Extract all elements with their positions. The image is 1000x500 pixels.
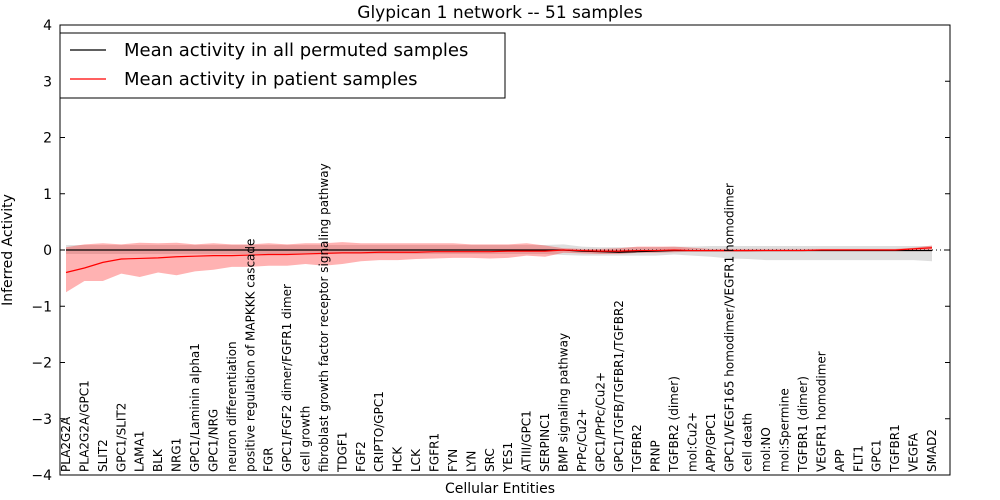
x-category-label: LAMA1 — [133, 431, 147, 472]
x-category-label: FGR — [262, 447, 276, 472]
x-category-label: mol:Spermine — [778, 388, 792, 472]
x-category-label: GPC1 — [870, 439, 884, 472]
x-category-label: GPC1/Laminin alpha1 — [188, 343, 202, 472]
y-tick-label: −3 — [31, 412, 52, 428]
y-tick-label: −2 — [31, 356, 52, 372]
x-category-label: GPC1/NRG — [206, 409, 220, 472]
x-category-label: FLT1 — [851, 445, 865, 472]
x-category-label: TGFBR1 (dimer) — [796, 376, 810, 473]
x-category-label: TGFBR1 — [888, 424, 902, 473]
y-axis-ticks: 4 3 2 1 0 −1 −2 −3 −4 — [31, 18, 950, 484]
x-category-label: GPC1/VEGF165 homodimer/VEGFR1 homodimer — [722, 183, 736, 472]
x-category-label: PLA2G2A — [59, 416, 73, 472]
x-category-label: ATIII/GPC1 — [520, 410, 534, 472]
legend-label-patient: Mean activity in patient samples — [124, 69, 418, 90]
y-tick-label: 2 — [43, 131, 52, 147]
x-category-label: HCK — [391, 446, 405, 472]
x-category-label: SERPINC1 — [538, 413, 552, 472]
x-category-label: PrPc/Cu2+ — [575, 408, 589, 472]
y-axis-title: Inferred Activity — [0, 194, 16, 306]
x-axis-title: Cellular Entities — [445, 481, 555, 497]
x-category-label: TGFBR2 — [630, 424, 644, 473]
legend: Mean activity in all permuted samples Me… — [59, 32, 506, 99]
x-category-label: FYN — [446, 449, 460, 472]
y-tick-label: −4 — [31, 468, 52, 484]
x-category-label: LYN — [464, 451, 478, 472]
x-category-label: positive regulation of MAPKKK cascade — [243, 239, 257, 472]
plot-frame — [59, 24, 951, 476]
x-category-label: cell growth — [299, 406, 313, 472]
series-band-0 — [66, 244, 932, 262]
x-category-label: neuron differentiation — [225, 341, 239, 472]
x-category-label: TDGF1 — [335, 432, 349, 473]
legend-box — [59, 32, 506, 99]
x-category-label: SMAD2 — [925, 429, 939, 472]
x-category-label: SRC — [483, 448, 497, 472]
x-category-label: cell death — [741, 413, 755, 472]
x-category-label: GPC1/PrPc/Cu2+ — [593, 372, 607, 472]
x-category-label: GPC1/SLIT2 — [114, 403, 128, 472]
x-category-label: mol:Cu2+ — [685, 412, 699, 472]
x-category-label: PLA2G2A/GPC1 — [77, 380, 91, 472]
y-tick-label: 4 — [43, 18, 52, 34]
x-category-label: APP — [833, 449, 847, 472]
x-category-label: FGFR1 — [428, 433, 442, 472]
y-tick-label: −1 — [31, 299, 52, 315]
category-labels: PLA2G2A PLA2G2A/GPC1 SLIT2 GPC1/SLIT2 LAMA1 B… — [59, 163, 939, 473]
x-category-label: PRNP — [649, 440, 663, 472]
x-category-label: TGFBR2 (dimer) — [667, 376, 681, 473]
series-line-1 — [65, 247, 933, 274]
x-category-label: APP/GPC1 — [704, 413, 718, 472]
x-category-label: VEGFA — [907, 432, 921, 472]
y-tick-label: 1 — [43, 187, 52, 203]
line-layer — [65, 247, 933, 274]
x-category-label: YES1 — [501, 442, 515, 473]
chart-title: Glypican 1 network -- 51 samples — [357, 3, 643, 23]
x-category-label: NRG1 — [170, 438, 184, 472]
y-tick-label: 3 — [43, 74, 52, 90]
x-category-label: mol:NO — [759, 427, 773, 472]
legend-label-permuted: Mean activity in all permuted samples — [124, 40, 468, 61]
x-category-label: GPC1/TGFB/TGFBR1/TGFBR2 — [612, 300, 626, 472]
x-category-label: BMP signaling pathway — [556, 333, 570, 472]
x-category-label: BLK — [151, 448, 165, 472]
x-category-label: LCK — [409, 448, 423, 472]
y-tick-label: 0 — [43, 243, 52, 259]
x-category-label: FGF2 — [354, 441, 368, 472]
x-category-label: VEGFR1 homodimer — [814, 351, 828, 472]
x-category-label: CRIPTO/GPC1 — [372, 391, 386, 472]
x-category-label: SLIT2 — [96, 439, 110, 472]
x-category-label: fibroblast growth factor receptor signal… — [317, 163, 331, 472]
x-category-label: GPC1/FGF2 dimer/FGFR1 dimer — [280, 284, 294, 472]
